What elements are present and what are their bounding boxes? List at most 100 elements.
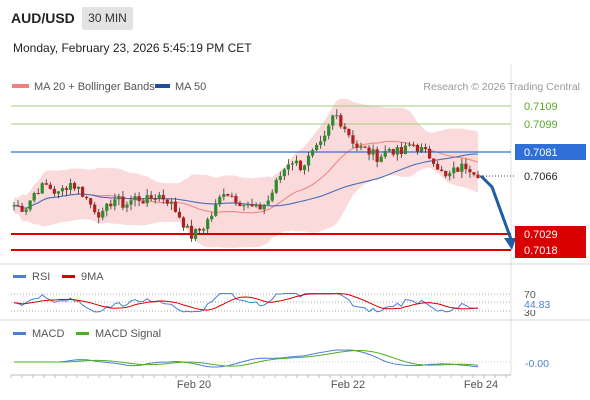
level-label-4: 0.7029 [524, 229, 558, 241]
candle-body [315, 145, 318, 150]
candle-body [154, 199, 157, 200]
candle-body [105, 204, 108, 211]
candle-body [117, 197, 120, 200]
candle-body [37, 193, 40, 194]
candle-body [254, 205, 257, 207]
candle-body [85, 197, 88, 198]
candle-body [295, 161, 298, 164]
x-tick-label-0: Feb 20 [177, 379, 211, 391]
candle-body [404, 146, 407, 154]
legend-ma50-label: MA 50 [175, 81, 206, 93]
candle-body [170, 202, 173, 204]
candle-body [162, 195, 165, 200]
candle-body [101, 211, 104, 218]
macd-legend-swatch [13, 332, 26, 335]
candle-body [150, 195, 153, 199]
candle-body [61, 188, 64, 191]
candle-body [121, 197, 124, 208]
candle-body [57, 191, 60, 193]
candle-body [242, 205, 245, 206]
macd-signal-line [14, 351, 478, 367]
candle-body [182, 217, 185, 227]
candle-body [380, 157, 383, 162]
candle-body [97, 212, 100, 217]
legend-ma20-swatch [12, 84, 29, 88]
candle-body [412, 145, 415, 146]
candle-body [125, 205, 128, 208]
candle-body [89, 198, 92, 204]
candle-body [424, 147, 427, 149]
rsi-current-value: 44.83 [524, 299, 550, 311]
candle-body [303, 165, 306, 170]
candle-body [432, 158, 435, 163]
candle-body [287, 165, 290, 170]
candle-body [234, 196, 237, 203]
candle-body [416, 145, 419, 152]
macd-current-value: -0.00 [525, 358, 549, 370]
level-label-5: 0.7018 [524, 245, 558, 257]
candle-body [376, 149, 379, 162]
candle-body [69, 183, 72, 190]
candle-body [339, 115, 342, 126]
candle-body [347, 129, 350, 135]
candle-body [218, 197, 221, 204]
rsi-legend-swatch [13, 275, 26, 278]
candle-body [166, 200, 169, 204]
candle-body [335, 115, 338, 116]
rsi-line [14, 293, 478, 311]
candle-body [214, 204, 217, 216]
forecast-arrowhead [504, 238, 516, 250]
candle-body [396, 147, 399, 155]
candle-body [263, 205, 266, 210]
level-label-2: 0.7081 [524, 147, 558, 159]
x-tick-label-2: Feb 24 [464, 379, 498, 391]
candle-body [250, 204, 253, 206]
candle-body [343, 127, 346, 129]
candle-body [73, 183, 76, 189]
candle-body [222, 194, 225, 197]
candle-body [444, 171, 447, 176]
level-label-1: 0.7099 [524, 119, 558, 131]
rsi-ma-legend-label: 9MA [81, 271, 104, 283]
candle-body [206, 219, 209, 229]
candle-body [367, 148, 370, 155]
candle-body [307, 156, 310, 166]
candle-body [355, 144, 358, 148]
forecast-arrow [481, 176, 512, 242]
candle-body [452, 168, 455, 174]
candle-body [146, 195, 149, 203]
candle-body [137, 196, 140, 201]
candle-body [174, 202, 177, 212]
candle-body [291, 163, 294, 164]
candle-body [142, 201, 145, 203]
candle-body [271, 193, 274, 201]
candle-body [299, 161, 302, 170]
candle-body [448, 173, 451, 176]
candle-body [49, 185, 52, 189]
credit-text: Research © 2026 Trading Central [423, 81, 580, 93]
level-label-0: 0.7109 [524, 101, 558, 113]
level-label-3: 0.7066 [524, 171, 558, 183]
candle-body [323, 136, 326, 142]
candle-body [81, 187, 84, 197]
candle-body [238, 203, 241, 206]
macd-signal-legend-label: MACD Signal [95, 328, 161, 340]
candle-body [384, 151, 387, 157]
candle-body [468, 169, 471, 172]
candle-body [53, 189, 56, 194]
candle-body [129, 200, 132, 204]
candle-body [275, 180, 278, 193]
legend-ma20-label: MA 20 + Bollinger Bands [34, 81, 155, 93]
candle-body [190, 226, 193, 239]
candle-body [472, 172, 475, 174]
candle-body [400, 147, 403, 154]
bollinger-band [14, 98, 478, 247]
candle-body [279, 176, 282, 180]
candle-body [109, 204, 112, 206]
candle-body [408, 145, 411, 146]
candle-body [420, 147, 423, 151]
candle-body [33, 193, 36, 200]
candle-body [456, 168, 459, 172]
candle-body [351, 135, 354, 143]
